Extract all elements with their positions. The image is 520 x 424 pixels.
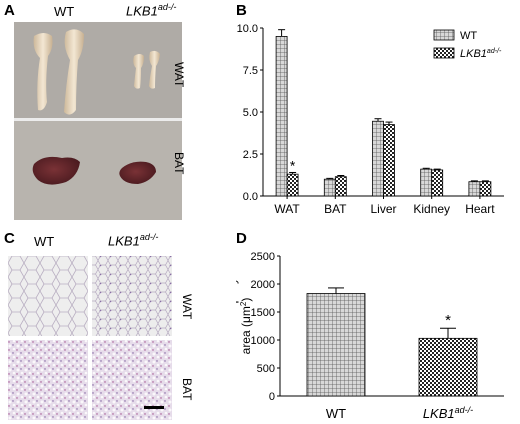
panel-letter-c: C [4, 230, 15, 247]
bat-wt-tissue [32, 156, 80, 185]
panel-c-row-bat: BAT [180, 378, 194, 401]
micrograph-wat-wt [8, 256, 88, 336]
panel-a-col-wt: WT [54, 4, 75, 19]
chart-b: 0.02.55.07.510.0Tissue weight (% BW)WATB… [237, 23, 504, 216]
micrograph-wat-ko [92, 256, 172, 336]
panel-a-row-wat: WAT [172, 62, 186, 88]
chart-b-y-tick-label: 0.0 [243, 191, 258, 203]
chart-b-bar [334, 176, 347, 197]
scale-bar [144, 406, 164, 409]
chart-b-bar [286, 173, 299, 197]
chart-b-x-tick-label: Heart [465, 202, 495, 216]
chart-b-bar [479, 181, 492, 197]
wat-wt-tissue [33, 29, 84, 115]
chart-d-bar [306, 293, 366, 397]
panel-c-row-wat: WAT [180, 294, 194, 320]
chart-d-y-tick-label: 2000 [251, 279, 275, 291]
panel-a-row-bat: BAT [172, 152, 186, 175]
chart-b-bar [468, 181, 481, 197]
chart-b-legend-swatch [433, 47, 455, 59]
chart-b-bar [420, 168, 433, 197]
panel-c-col-ko: LKB1ad-/- [108, 232, 159, 249]
chart-d-significance-mark: * [445, 312, 451, 329]
chart-b-y-tick-label: 2.5 [243, 149, 258, 161]
chart-b-y-tick-label: 10.0 [237, 23, 258, 35]
chart-d-y-tick-label: 2500 [251, 251, 275, 263]
chart-b-bar [431, 169, 444, 197]
chart-b-bar [323, 178, 336, 197]
panel-a-col-ko: LKB1ad-/- [126, 2, 177, 19]
chart-b-x-tick-label: WAT [274, 202, 300, 216]
chart-b-y-tick-label: 7.5 [243, 65, 258, 77]
chart-b-legend-label: LKB1ad-/- [460, 48, 502, 60]
chart-b-y-tick-label: 5.0 [243, 107, 258, 119]
panel-a-photo [14, 22, 182, 220]
chart-d-y-tick-label: 1500 [251, 307, 275, 319]
chart-d-y-label-line2: area (μm2) [239, 298, 253, 355]
chart-d-y-tick-label: 1000 [251, 335, 275, 347]
chart-b-legend-swatch [433, 29, 455, 41]
chart-d-bar [418, 337, 478, 397]
micrograph-bat-wt [8, 340, 88, 420]
chart-b-bar [275, 36, 288, 197]
chart-d-x-tick-label: WT [326, 406, 346, 421]
panel-letter-b: B [236, 2, 247, 19]
chart-b-x-tick-label: Kidney [413, 202, 450, 216]
chart-d-x-tick-label: LKB1ad-/- [423, 405, 473, 421]
chart-b-x-tick-label: BAT [324, 202, 347, 216]
chart-b-bar [372, 120, 384, 197]
chart-b-x-tick-label: Liver [370, 202, 396, 216]
chart-d-y-tick-label: 0 [269, 391, 275, 403]
chart-b-legend-label: WT [460, 30, 477, 42]
panel-c-col-wt: WT [34, 234, 55, 249]
chart-d-y-label-line1: Mean white adipocyte [236, 268, 239, 384]
wat-ko-tissue [133, 50, 160, 89]
chart-b-bar [383, 124, 395, 197]
chart-d: 0 500 1000 1500 2000 2500 Mean white adipocyte… [236, 251, 504, 421]
chart-d-y-tick-label: 500 [257, 363, 275, 375]
bat-ko-tissue [119, 161, 156, 184]
chart-b-significance-mark: * [290, 157, 296, 173]
panel-letter-d: D [236, 230, 247, 247]
panel-letter-a: A [4, 2, 15, 19]
panel-c-micrographs [8, 256, 172, 420]
